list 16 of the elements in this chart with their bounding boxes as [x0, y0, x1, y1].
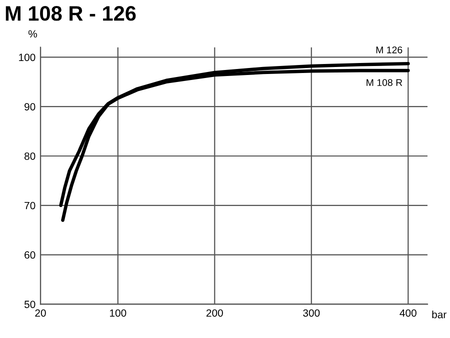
x-tick-label: 200: [206, 309, 223, 317]
y-tick-label: 90: [24, 103, 36, 110]
y-tick-label: 100: [19, 54, 36, 62]
chart-title: M 108 R - 126: [6, 6, 136, 21]
y-tick-label: 80: [24, 152, 36, 160]
y-tick-label: 60: [24, 251, 36, 259]
y-tick-label: 70: [24, 202, 36, 210]
x-tick-label: 400: [400, 309, 416, 317]
x-tick-label: 20: [35, 309, 46, 317]
y-axis-title: %: [28, 30, 38, 38]
x-tick-label: 100: [110, 309, 126, 317]
series-label: M 108 R: [366, 79, 402, 86]
x-axis-title: bar: [432, 310, 446, 318]
series-label: M 126: [376, 46, 402, 54]
x-tick-label: 300: [303, 309, 320, 317]
y-tick-label: 50: [24, 300, 36, 308]
